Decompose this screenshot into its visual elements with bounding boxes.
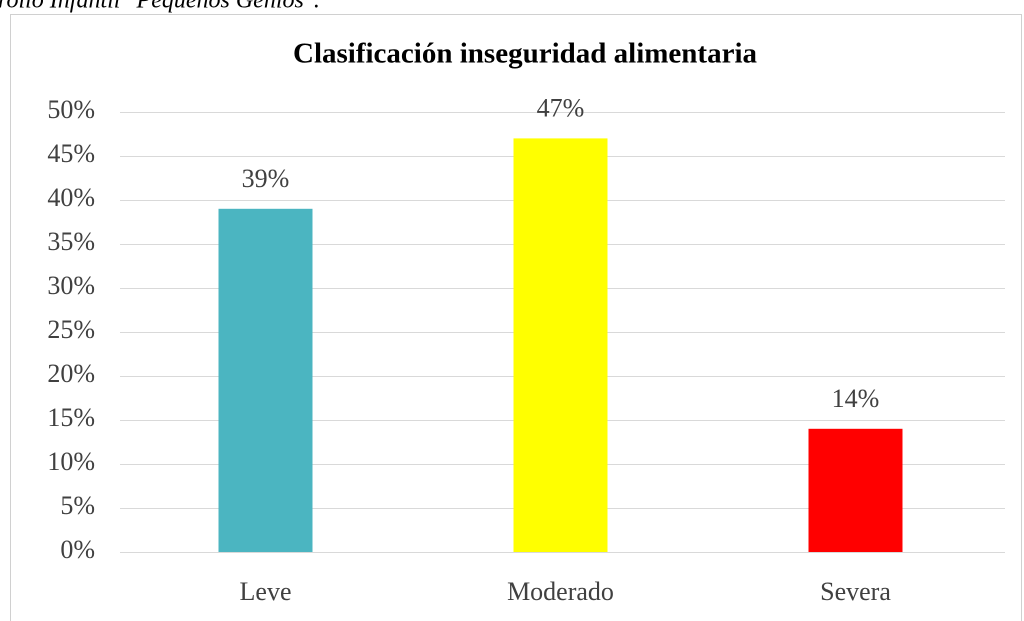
y-tick-label: 5% [60,491,95,520]
y-tick-label: 35% [47,227,95,256]
chart-title: Clasificación inseguridad alimentaria [293,38,758,70]
caption: rollo Infantil "Pequeños Genios". [0,0,320,14]
y-tick-label: 25% [47,315,95,344]
data-label: 47% [537,93,585,122]
y-tick-label: 50% [47,95,95,124]
bar [513,138,608,552]
y-tick-label: 45% [47,139,95,168]
y-tick-label: 0% [60,535,95,564]
bar [808,428,903,552]
x-tick-label: Severa [820,577,891,606]
x-tick-label: Leve [240,577,292,606]
data-label: 14% [832,384,880,413]
y-tick-label: 10% [47,447,95,476]
data-label: 39% [242,164,290,193]
y-tick-label: 40% [47,183,95,212]
y-tick-label: 15% [47,403,95,432]
y-tick-label: 30% [47,271,95,300]
x-tick-label: Moderado [507,577,614,606]
y-tick-label: 20% [47,359,95,388]
bar [218,208,313,553]
